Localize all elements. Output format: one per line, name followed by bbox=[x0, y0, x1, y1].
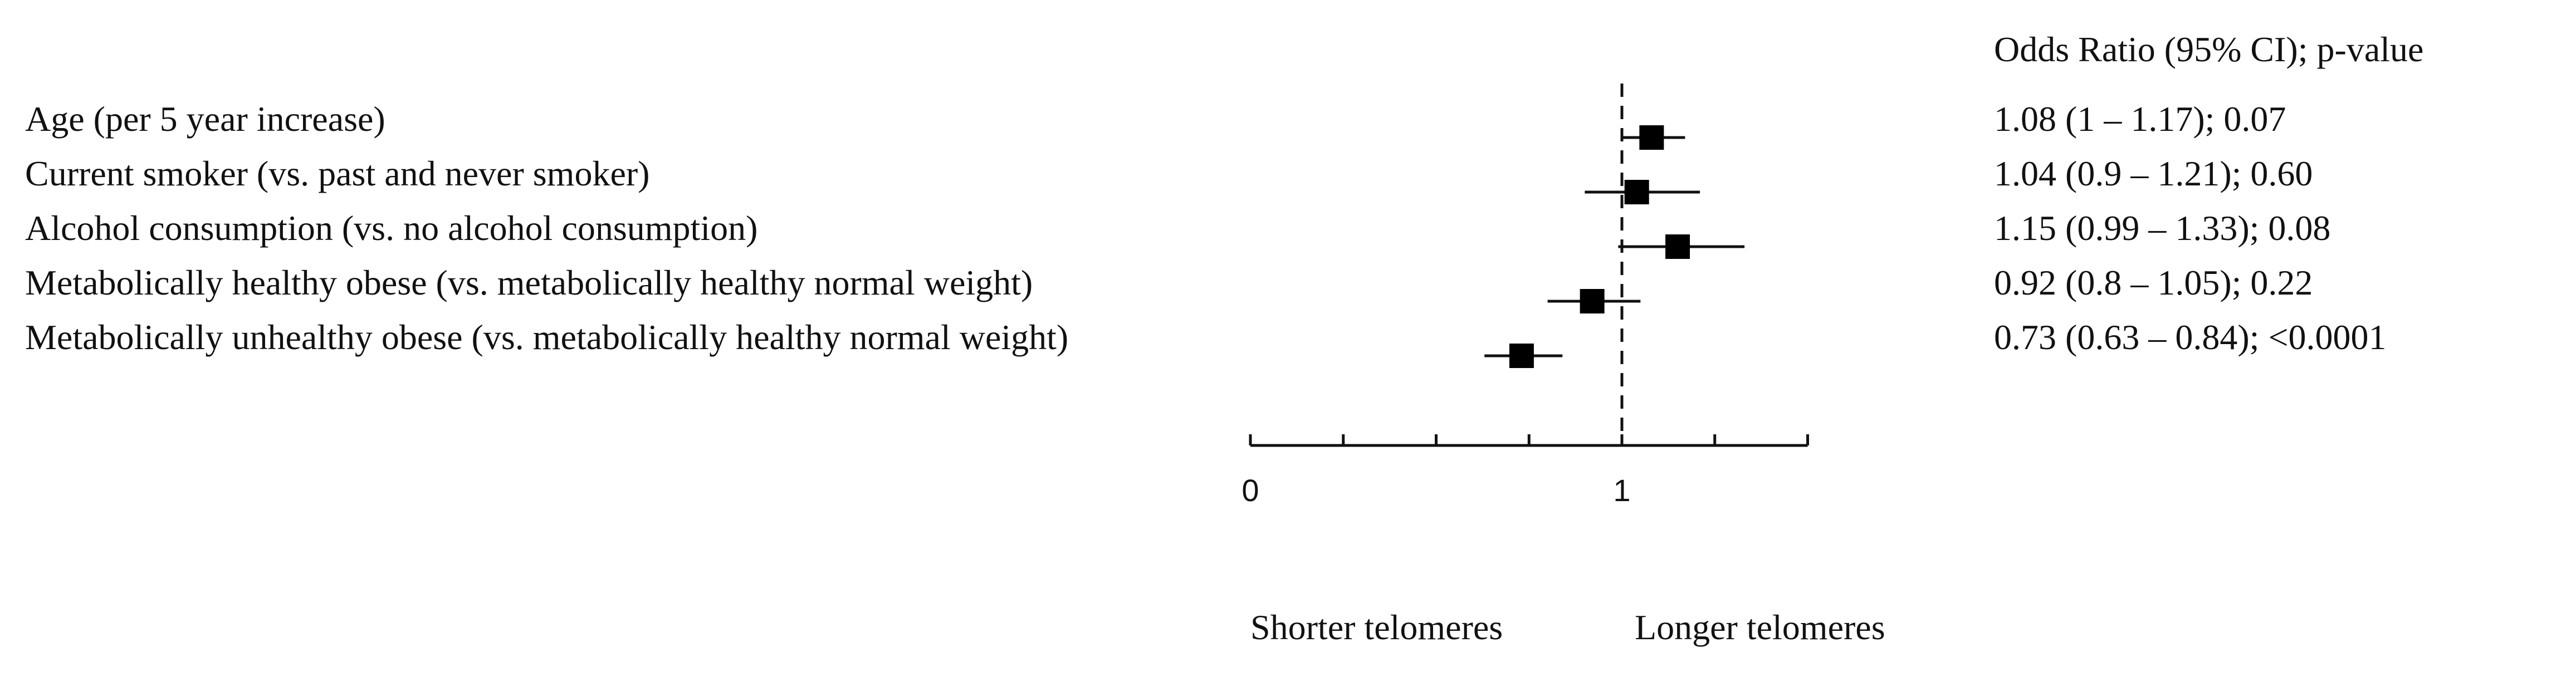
point-estimate-marker bbox=[1639, 125, 1664, 150]
x-axis-tick-label: 0 bbox=[1241, 473, 1259, 508]
forest-row: Metabolically unhealthy obese (vs. metab… bbox=[25, 317, 2387, 368]
row-estimate-text: 1.04 (0.9 – 1.21); 0.60 bbox=[1994, 154, 2313, 193]
row-label: Alcohol consumption (vs. no alcohol cons… bbox=[25, 208, 757, 248]
point-estimate-marker bbox=[1624, 180, 1649, 204]
row-label: Current smoker (vs. past and never smoke… bbox=[25, 154, 649, 193]
row-estimate-text: 0.73 (0.63 – 0.84); <0.0001 bbox=[1994, 317, 2387, 357]
direction-label-left: Shorter telomeres bbox=[1250, 607, 1503, 647]
row-estimate-text: 1.15 (0.99 – 1.33); 0.08 bbox=[1994, 208, 2330, 248]
forest-row: Current smoker (vs. past and never smoke… bbox=[25, 154, 2313, 204]
forest-row: Alcohol consumption (vs. no alcohol cons… bbox=[25, 208, 2330, 259]
direction-label-right: Longer telomeres bbox=[1635, 607, 1885, 647]
row-label: Metabolically healthy obese (vs. metabol… bbox=[25, 263, 1033, 302]
x-axis-tick-label: 1 bbox=[1613, 473, 1630, 508]
row-estimate-text: 1.08 (1 – 1.17); 0.07 bbox=[1994, 99, 2286, 139]
point-estimate-marker bbox=[1580, 289, 1605, 313]
point-estimate-marker bbox=[1665, 234, 1690, 259]
point-estimate-marker bbox=[1509, 344, 1534, 368]
rows-layer: Age (per 5 year increase) 1.08 (1 – 1.17)… bbox=[25, 99, 2387, 368]
forest-row: Age (per 5 year increase) 1.08 (1 – 1.17)… bbox=[25, 99, 2286, 150]
row-estimate-text: 0.92 (0.8 – 1.05); 0.22 bbox=[1994, 263, 2313, 302]
forest-row: Metabolically healthy obese (vs. metabol… bbox=[25, 263, 2313, 313]
row-label: Age (per 5 year increase) bbox=[25, 99, 385, 139]
column-header: Odds Ratio (95% CI); p-value bbox=[1994, 30, 2423, 69]
row-label: Metabolically unhealthy obese (vs. metab… bbox=[25, 317, 1068, 357]
